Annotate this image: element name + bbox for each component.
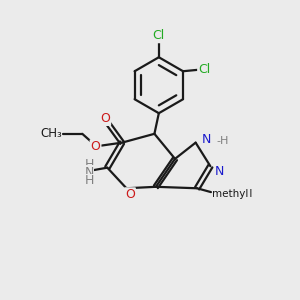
Text: -H: -H	[217, 136, 229, 146]
Text: Cl: Cl	[153, 29, 165, 42]
Text: N: N	[202, 133, 212, 146]
Text: H: H	[85, 158, 94, 171]
Text: O: O	[125, 188, 135, 201]
Text: methyl: methyl	[216, 189, 252, 199]
Text: N: N	[215, 165, 224, 178]
Text: Cl: Cl	[198, 63, 210, 76]
Text: methyl: methyl	[213, 193, 218, 194]
Text: O: O	[91, 140, 100, 153]
Text: H: H	[85, 174, 94, 188]
Text: N: N	[85, 166, 94, 178]
Text: methyl: methyl	[212, 189, 249, 199]
Text: CH₃: CH₃	[40, 127, 62, 140]
Text: O: O	[100, 112, 110, 125]
